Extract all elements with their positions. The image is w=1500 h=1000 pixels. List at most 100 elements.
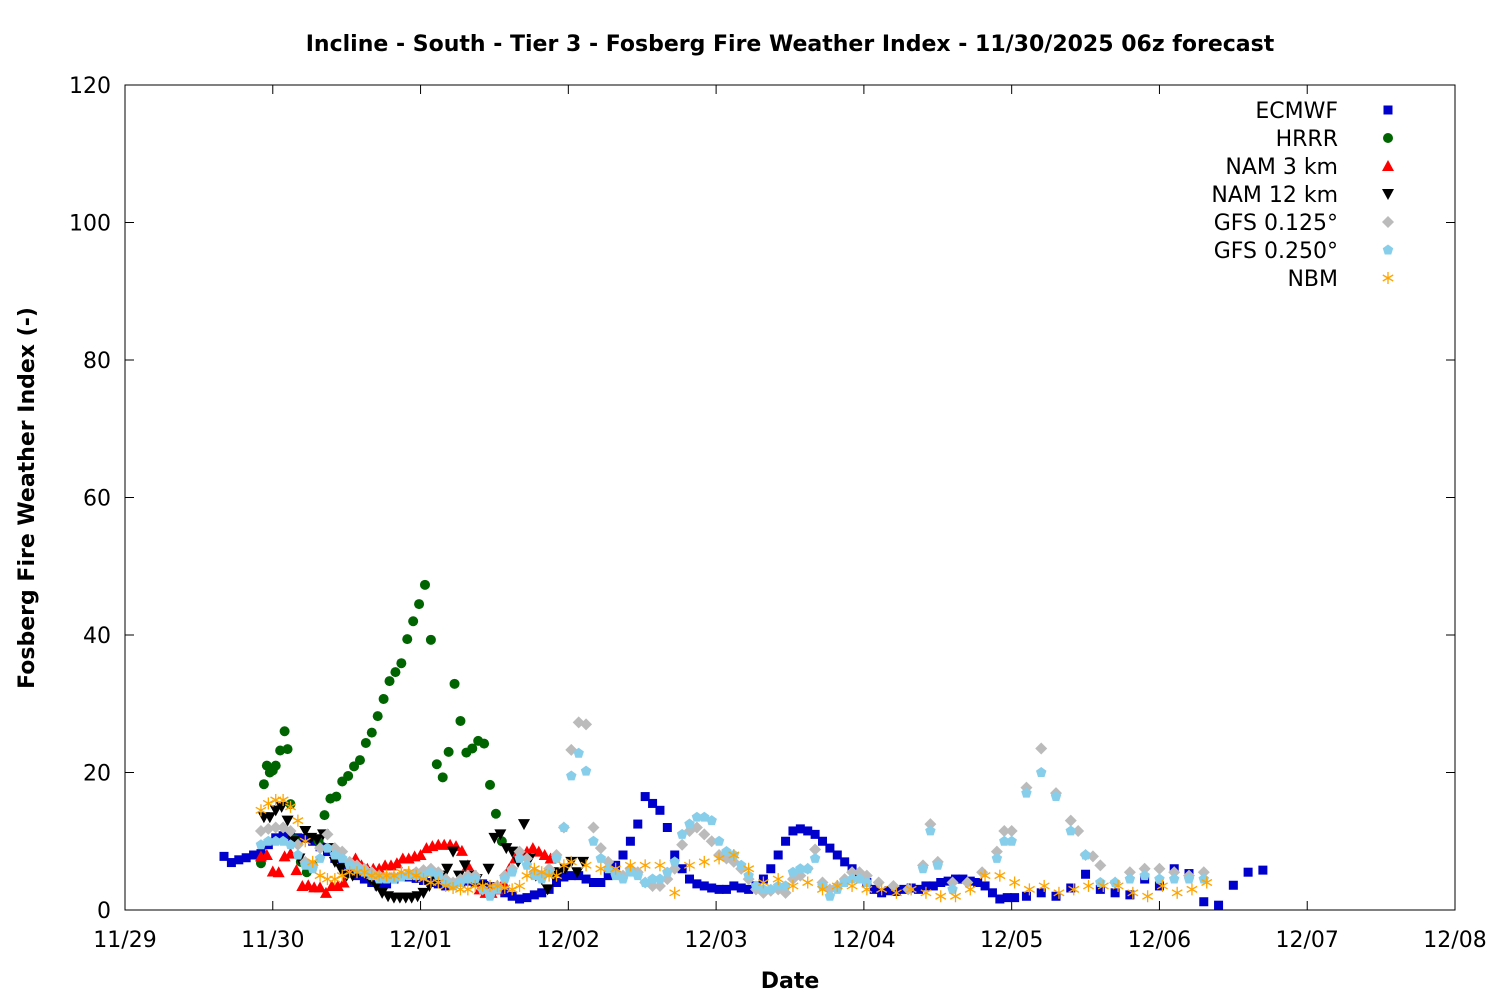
data-point [588,835,599,846]
data-point [574,871,584,881]
data-point [861,877,873,887]
data-point [431,759,442,770]
data-point [587,821,600,834]
data-point [610,862,622,875]
data-point [581,874,591,884]
data-point [269,805,282,817]
data-point [447,846,460,858]
data-point [691,811,703,822]
data-point [334,863,347,875]
data-point [490,808,501,819]
x-tick-label: 12/05 [980,928,1043,953]
data-point [462,883,474,896]
data-point [846,873,858,884]
legend-label: NAM 3 km [1225,155,1338,180]
data-point [1053,886,1065,899]
data-point [1168,873,1180,884]
data-point [506,866,518,877]
data-point [425,634,436,645]
data-point [1021,891,1031,901]
data-point [1050,791,1062,802]
data-point [370,880,383,892]
data-point [809,852,821,863]
data-point [639,877,651,887]
legend-label: GFS 0.125° [1214,211,1338,236]
data-point [514,852,525,863]
data-point [226,858,236,868]
data-point [1081,869,1091,879]
chart-title: Incline - South - Tier 3 - Fosberg Fire … [306,32,1275,57]
legend: ECMWF HRRR NAM 3 km NAM 12 km GFS 0.125° GFS … [1211,99,1394,292]
data-point [1064,814,1077,827]
data-point [521,859,533,870]
data-point [924,818,937,831]
data-point [670,850,680,860]
data-point [618,850,628,860]
data-point [655,805,665,815]
data-point [408,616,419,627]
data-point [580,765,592,776]
data-point [1199,897,1209,907]
legend-marker [1382,244,1394,255]
data-point [485,779,496,790]
data-point [788,826,798,836]
data-point [337,876,350,888]
data-point [1154,873,1165,884]
data-point [292,814,304,827]
data-point [433,870,444,881]
data-point [832,850,842,860]
data-point [1021,787,1032,798]
x-tick-label: 12/08 [1423,928,1486,953]
data-point [809,843,822,856]
data-point [795,863,806,874]
data-point [311,834,324,846]
data-point [249,850,259,860]
data-point [314,869,326,882]
data-point [662,823,672,832]
data-point [262,822,275,835]
data-point [541,884,554,896]
data-point [787,866,799,877]
data-point [625,836,635,846]
data-point [1006,835,1017,846]
data-point [388,869,400,882]
data-point [382,879,392,889]
data-point [1110,888,1120,898]
data-point [520,852,533,865]
ticks-layer: 11/29 11/30 12/01 12/02 12/03 12/04 12/05 12/06… [69,74,1487,953]
data-point [443,746,454,757]
data-point [1038,879,1050,892]
data-point [337,852,348,863]
data-point [1228,880,1238,890]
data-point [999,835,1010,846]
data-point [1023,883,1035,896]
data-point [440,879,452,892]
data-point [698,828,711,841]
legend-marker [1382,272,1394,284]
data-point [275,801,288,813]
data-point [669,856,680,867]
data-point [279,726,290,737]
data-point [949,890,962,903]
data-point [588,878,598,887]
data-point [677,864,687,874]
data-point [1080,849,1091,860]
data-point [633,819,643,829]
data-point [921,881,931,891]
data-point [684,818,695,829]
data-point [810,829,820,839]
data-point [499,873,511,884]
data-point [654,873,666,884]
data-point [662,866,673,877]
data-point [537,888,547,898]
legend-marker [1383,105,1393,115]
data-point [419,579,430,590]
data-point [917,863,929,874]
series-6-points [255,794,1213,903]
data-point [518,819,530,831]
data-point [580,718,593,731]
data-point [795,824,805,834]
data-point [241,853,251,863]
data-point [462,873,474,884]
